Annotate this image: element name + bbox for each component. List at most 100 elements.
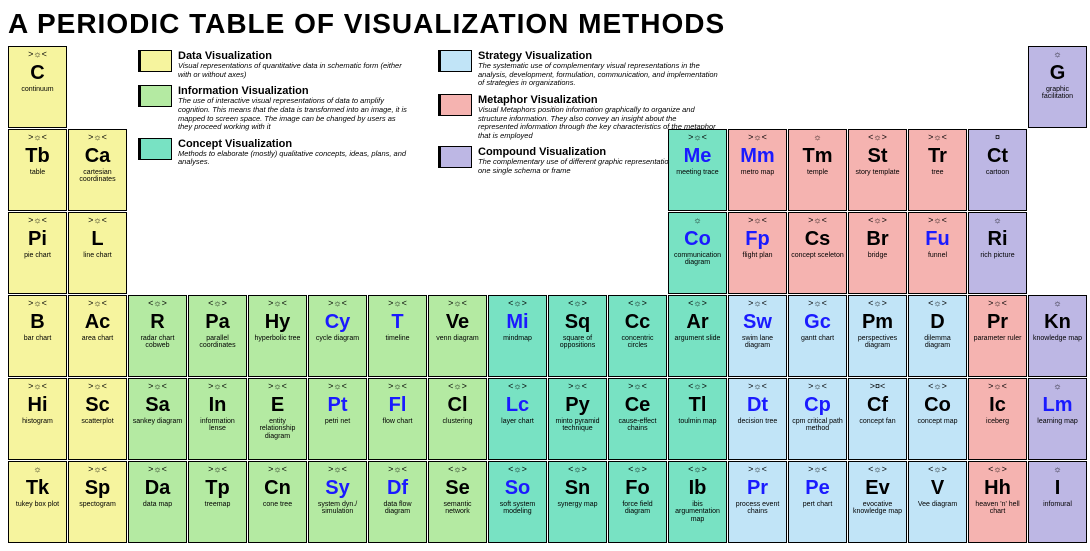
legend-swatch <box>438 146 472 168</box>
cell-fl[interactable]: >☼<Flflow chart <box>368 378 427 460</box>
cell-cn[interactable]: >☼<Cncone tree <box>248 461 307 543</box>
cell-se[interactable]: <☼>Sesemantic network <box>428 461 487 543</box>
cell-ic[interactable]: >☼<Iciceberg <box>968 378 1027 460</box>
cell-ct[interactable]: ¤Ctcartoon <box>968 129 1027 211</box>
legend-desc: Visual representations of quantitative d… <box>178 62 408 79</box>
cell-tl[interactable]: <☼>Tltoulmin map <box>668 378 727 460</box>
cell-name: petri net <box>325 418 350 425</box>
cell-marks: ☼ <box>33 465 41 474</box>
cell-t[interactable]: >☼<Ttimeline <box>368 295 427 377</box>
cell-ev[interactable]: <☼>Evevocative knowledge map <box>848 461 907 543</box>
cell-br[interactable]: <☼>Brbridge <box>848 212 907 294</box>
cell-hi[interactable]: >☼<Hihistogram <box>8 378 67 460</box>
cell-fp[interactable]: >☼<Fpflight plan <box>728 212 787 294</box>
cell-ve[interactable]: >☼<Vevenn diagram <box>428 295 487 377</box>
cell-symbol: Tl <box>689 395 707 415</box>
cell-b[interactable]: >☼<Bbar chart <box>8 295 67 377</box>
cell-i[interactable]: ☼Iinfomural <box>1028 461 1087 543</box>
cell-symbol: Pr <box>987 312 1008 332</box>
cell-ri[interactable]: ☼Ririch picture <box>968 212 1027 294</box>
cell-v[interactable]: <☼>VVee diagram <box>908 461 967 543</box>
cell-ib[interactable]: <☼>Ibibis argumentation map <box>668 461 727 543</box>
cell-pi[interactable]: >☼<Pipie chart <box>8 212 67 294</box>
legend-desc: Methods to elaborate (mostly) qualitativ… <box>178 150 408 167</box>
cell-marks: >☼< <box>148 382 167 391</box>
cell-co[interactable]: ☼Cocommunication diagram <box>668 212 727 294</box>
cell-sy[interactable]: >☼<Sysystem dyn./ simulation <box>308 461 367 543</box>
periodic-grid: Data VisualizationVisual representations… <box>8 46 1082 543</box>
cell-lc[interactable]: <☼>Lclayer chart <box>488 378 547 460</box>
cell-pr[interactable]: >☼<Prparameter ruler <box>968 295 1027 377</box>
cell-symbol: Ac <box>85 312 111 332</box>
cell-fu[interactable]: >☼<Fufunnel <box>908 212 967 294</box>
cell-st[interactable]: <☼>Ststory template <box>848 129 907 211</box>
cell-tm[interactable]: ☼Tmtemple <box>788 129 847 211</box>
cell-c[interactable]: >☼<Ccontinuum <box>8 46 67 128</box>
cell-co[interactable]: <☼>Coconcept map <box>908 378 967 460</box>
cell-ce[interactable]: >☼<Cecause-effect chains <box>608 378 667 460</box>
cell-cs[interactable]: >☼<Csconcept sceleton <box>788 212 847 294</box>
cell-cl[interactable]: <☼>Clclustering <box>428 378 487 460</box>
cell-name: semantic network <box>431 501 484 516</box>
cell-marks: ☼ <box>1053 50 1061 59</box>
cell-symbol: L <box>91 229 103 249</box>
cell-symbol: Fo <box>625 478 649 498</box>
cell-sn[interactable]: <☼>Snsynergy map <box>548 461 607 543</box>
cell-name: metro map <box>741 169 774 176</box>
cell-r[interactable]: <☼>Rradar chart cobweb <box>128 295 187 377</box>
cell-name: swim lane diagram <box>731 335 784 350</box>
cell-symbol: Co <box>924 395 951 415</box>
cell-pa[interactable]: <☼>Paparallel coordinates <box>188 295 247 377</box>
cell-cy[interactable]: >☼<Cycycle diagram <box>308 295 367 377</box>
cell-pm[interactable]: <☼>Pmperspectives diagram <box>848 295 907 377</box>
cell-in[interactable]: >☼<Ininformation lense <box>188 378 247 460</box>
cell-so[interactable]: <☼>Sosoft system modeling <box>488 461 547 543</box>
cell-mi[interactable]: <☼>Mimindmap <box>488 295 547 377</box>
cell-tk[interactable]: ☼Tktukey box plot <box>8 461 67 543</box>
cell-ca[interactable]: >☼<Cacartesian coordinates <box>68 129 127 211</box>
cell-sa[interactable]: >☼<Sasankey diagram <box>128 378 187 460</box>
cell-marks: >☼< <box>928 216 947 225</box>
cell-da[interactable]: >☼<Dadata map <box>128 461 187 543</box>
cell-pe[interactable]: >☼<Pepert chart <box>788 461 847 543</box>
cell-dt[interactable]: >☼<Dtdecision tree <box>728 378 787 460</box>
cell-cf[interactable]: >¤<Cfconcept fan <box>848 378 907 460</box>
cell-me[interactable]: >☼<Memeeting trace <box>668 129 727 211</box>
cell-name: parameter ruler <box>974 335 1022 342</box>
cell-gc[interactable]: >☼<Gcgantt chart <box>788 295 847 377</box>
legend-entry: Concept VisualizationMethods to elaborat… <box>138 138 408 167</box>
cell-e[interactable]: >☼<Eentity relationship diagram <box>248 378 307 460</box>
cell-marks: <☼> <box>928 382 947 391</box>
cell-tp[interactable]: >☼<Tptreemap <box>188 461 247 543</box>
cell-ac[interactable]: >☼<Acarea chart <box>68 295 127 377</box>
cell-sp[interactable]: >☼<Spspectogram <box>68 461 127 543</box>
cell-cp[interactable]: >☼<Cpcpm critical path method <box>788 378 847 460</box>
cell-marks: >☼< <box>448 299 467 308</box>
cell-name: minto pyramid technique <box>551 418 604 433</box>
cell-name: tree <box>931 169 943 176</box>
cell-sq[interactable]: <☼>Sqsquare of oppositions <box>548 295 607 377</box>
cell-name: treemap <box>205 501 231 508</box>
cell-lm[interactable]: ☼Lmlearning map <box>1028 378 1087 460</box>
cell-mm[interactable]: >☼<Mmmetro map <box>728 129 787 211</box>
cell-d[interactable]: <☼>Ddilemma diagram <box>908 295 967 377</box>
cell-symbol: Mm <box>740 146 774 166</box>
cell-fo[interactable]: <☼>Foforce field diagram <box>608 461 667 543</box>
cell-pr[interactable]: >☼<Prprocess event chains <box>728 461 787 543</box>
cell-pt[interactable]: >☼<Ptpetri net <box>308 378 367 460</box>
cell-cc[interactable]: <☼>Ccconcentric circles <box>608 295 667 377</box>
cell-kn[interactable]: ☼Knknowledge map <box>1028 295 1087 377</box>
cell-df[interactable]: >☼<Dfdata flow diagram <box>368 461 427 543</box>
cell-ar[interactable]: <☼>Arargument slide <box>668 295 727 377</box>
cell-py[interactable]: >☼<Pyminto pyramid technique <box>548 378 607 460</box>
cell-l[interactable]: >☼<Lline chart <box>68 212 127 294</box>
cell-hy[interactable]: >☼<Hyhyperbolic tree <box>248 295 307 377</box>
cell-sw[interactable]: >☼<Swswim lane diagram <box>728 295 787 377</box>
cell-hh[interactable]: <☼>Hhheaven 'n' hell chart <box>968 461 1027 543</box>
cell-tb[interactable]: >☼<Tbtable <box>8 129 67 211</box>
legend-entry: Strategy VisualizationThe systematic use… <box>438 50 718 88</box>
cell-sc[interactable]: >☼<Scscatterplot <box>68 378 127 460</box>
cell-g[interactable]: ☼Ggraphic facilitation <box>1028 46 1087 128</box>
cell-tr[interactable]: >☼<Trtree <box>908 129 967 211</box>
cell-name: entity relationship diagram <box>251 418 304 440</box>
